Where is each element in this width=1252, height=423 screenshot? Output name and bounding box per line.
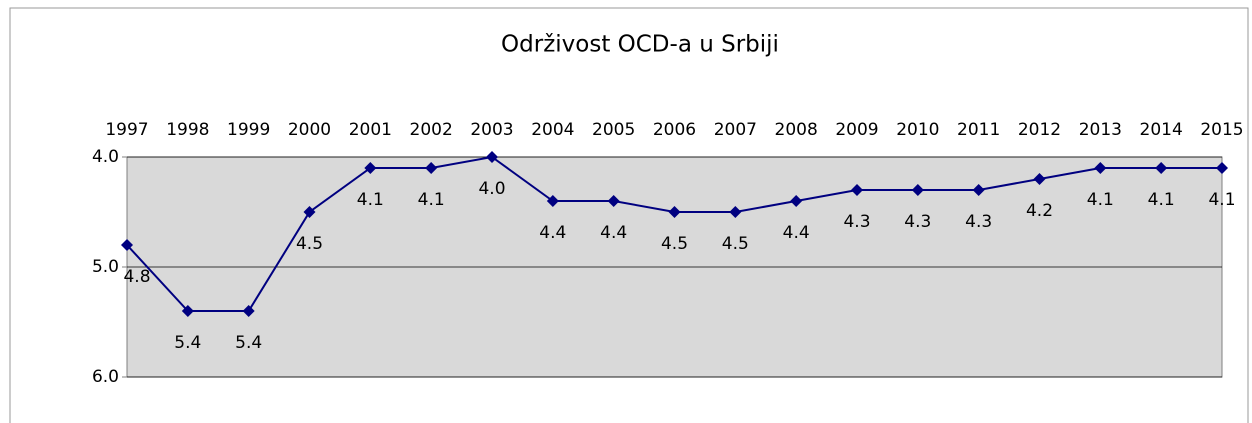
data-label: 4.3 [965, 212, 992, 232]
x-tick-label: 2008 [775, 120, 818, 140]
marker [242, 305, 255, 317]
marker [121, 239, 133, 251]
data-label: 4.1 [1208, 190, 1235, 210]
x-tick-label: 2003 [470, 120, 513, 140]
data-label: 4.5 [296, 234, 323, 254]
x-tick-label: 1999 [227, 120, 270, 140]
x-tick-label: 2006 [653, 120, 696, 140]
data-label: 5.4 [235, 333, 262, 353]
data-label: 5.4 [174, 333, 201, 353]
x-tick-label: 2002 [410, 120, 453, 140]
data-label: 4.1 [418, 190, 445, 210]
marker [790, 195, 803, 207]
data-label: 4.1 [1148, 190, 1175, 210]
data-label: 4.1 [1087, 190, 1114, 210]
marker [668, 206, 681, 218]
y-tick-label: 6.0 [92, 367, 119, 387]
marker [911, 184, 924, 196]
marker [1094, 162, 1107, 174]
data-label: 4.5 [722, 234, 749, 254]
marker [181, 305, 194, 317]
data-label: 4.3 [843, 212, 870, 232]
x-tick-label: 2004 [531, 120, 574, 140]
marker [972, 184, 985, 196]
x-tick-label: 2005 [592, 120, 635, 140]
marker [425, 162, 438, 174]
marker [486, 151, 498, 163]
chart-title: Održivost OCD-a u Srbiji [501, 32, 779, 58]
x-tick-label: 1997 [105, 120, 148, 140]
marker [851, 184, 863, 196]
data-label: 4.5 [661, 234, 688, 254]
y-tick-label: 4.0 [92, 147, 119, 167]
x-tick-label: 2010 [896, 120, 939, 140]
x-tick-label: 2012 [1018, 120, 1061, 140]
marker [1216, 162, 1228, 174]
data-label: 4.0 [478, 179, 505, 199]
data-label: 4.8 [123, 267, 150, 287]
data-label: 4.1 [357, 190, 384, 210]
data-label: 4.4 [600, 223, 627, 243]
data-label: 4.4 [783, 223, 810, 243]
x-tick-label: 2007 [714, 120, 757, 140]
marker [607, 195, 620, 207]
marker [546, 195, 559, 207]
marker [364, 162, 377, 174]
marker [729, 206, 742, 218]
x-tick-label: 1998 [166, 120, 209, 140]
data-label: 4.3 [904, 212, 931, 232]
marker [1155, 162, 1168, 174]
x-tick-label: 2015 [1200, 120, 1243, 140]
x-tick-label: 2000 [288, 120, 331, 140]
data-label: 4.4 [539, 223, 566, 243]
x-tick-label: 2013 [1079, 120, 1122, 140]
marker [1033, 173, 1046, 185]
x-tick-label: 2001 [349, 120, 392, 140]
data-label: 4.2 [1026, 201, 1053, 221]
x-tick-label: 2014 [1140, 120, 1183, 140]
y-tick-label: 5.0 [92, 257, 119, 277]
x-tick-label: 2009 [835, 120, 878, 140]
x-tick-label: 2011 [957, 120, 1000, 140]
chart-frame [9, 7, 1249, 423]
marker [303, 206, 316, 218]
